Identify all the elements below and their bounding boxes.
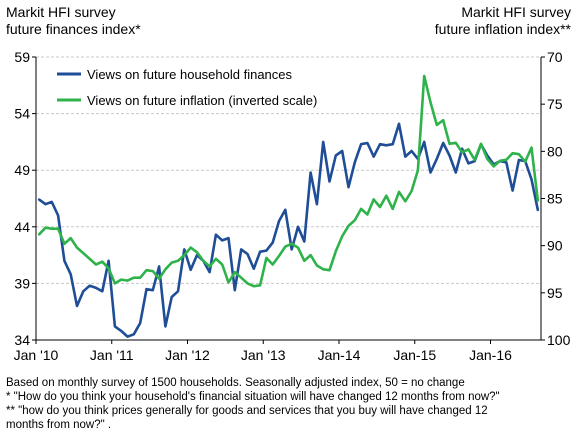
left-tick-label: 54 bbox=[14, 106, 30, 122]
x-tick-label: Jan-15 bbox=[393, 347, 436, 363]
series-line-2 bbox=[37, 74, 540, 288]
legend-label-2: Views on future inflation (inverted scal… bbox=[87, 93, 317, 108]
right-tick-label: 70 bbox=[547, 49, 563, 65]
right-tick-label: 95 bbox=[547, 285, 563, 301]
left-tick-label: 34 bbox=[14, 332, 30, 348]
left-axis-title-line-1: Markit HFI survey bbox=[6, 4, 116, 20]
left-tick-label: 44 bbox=[14, 219, 30, 235]
x-tick-label: Jan-16 bbox=[469, 347, 512, 363]
right-tick-label: 85 bbox=[547, 191, 563, 207]
right-axis-title: Markit HFI survey future inflation index… bbox=[435, 4, 571, 38]
right-tick-label: 90 bbox=[547, 238, 563, 254]
x-tick-label: Jan '12 bbox=[165, 347, 210, 363]
footnote-3: ** "how do you think prices generally fo… bbox=[6, 405, 488, 417]
x-tick-label: Jan '10 bbox=[14, 347, 59, 363]
left-tick-label: 59 bbox=[14, 49, 30, 65]
left-axis-title: Markit HFI survey future finances index* bbox=[6, 4, 141, 38]
x-tick-label: Jan '11 bbox=[90, 347, 134, 363]
footnote-2: * "How do you think your household's fin… bbox=[6, 391, 500, 403]
footnote-1: Based on monthly survey of 1500 househol… bbox=[6, 377, 465, 389]
right-tick-label: 80 bbox=[547, 143, 563, 159]
footnotes: Based on monthly survey of 1500 househol… bbox=[6, 376, 500, 432]
right-axis-title-line-2: future inflation index** bbox=[434, 21, 571, 37]
legend-label-1: Views on future household finances bbox=[87, 67, 293, 82]
x-tick-label: Jan-14 bbox=[318, 347, 361, 363]
footnote-4: months from now?" . bbox=[6, 419, 112, 431]
right-axis-title-line-1: Markit HFI survey bbox=[461, 4, 571, 20]
left-tick-label: 49 bbox=[14, 162, 30, 178]
left-tick-label: 39 bbox=[14, 275, 30, 291]
right-tick-label: 100 bbox=[547, 332, 571, 348]
left-axis-title-line-2: future finances index* bbox=[6, 21, 141, 37]
right-tick-label: 75 bbox=[547, 96, 563, 112]
series-line-1 bbox=[37, 122, 540, 338]
x-tick-label: Jan '13 bbox=[241, 347, 286, 363]
